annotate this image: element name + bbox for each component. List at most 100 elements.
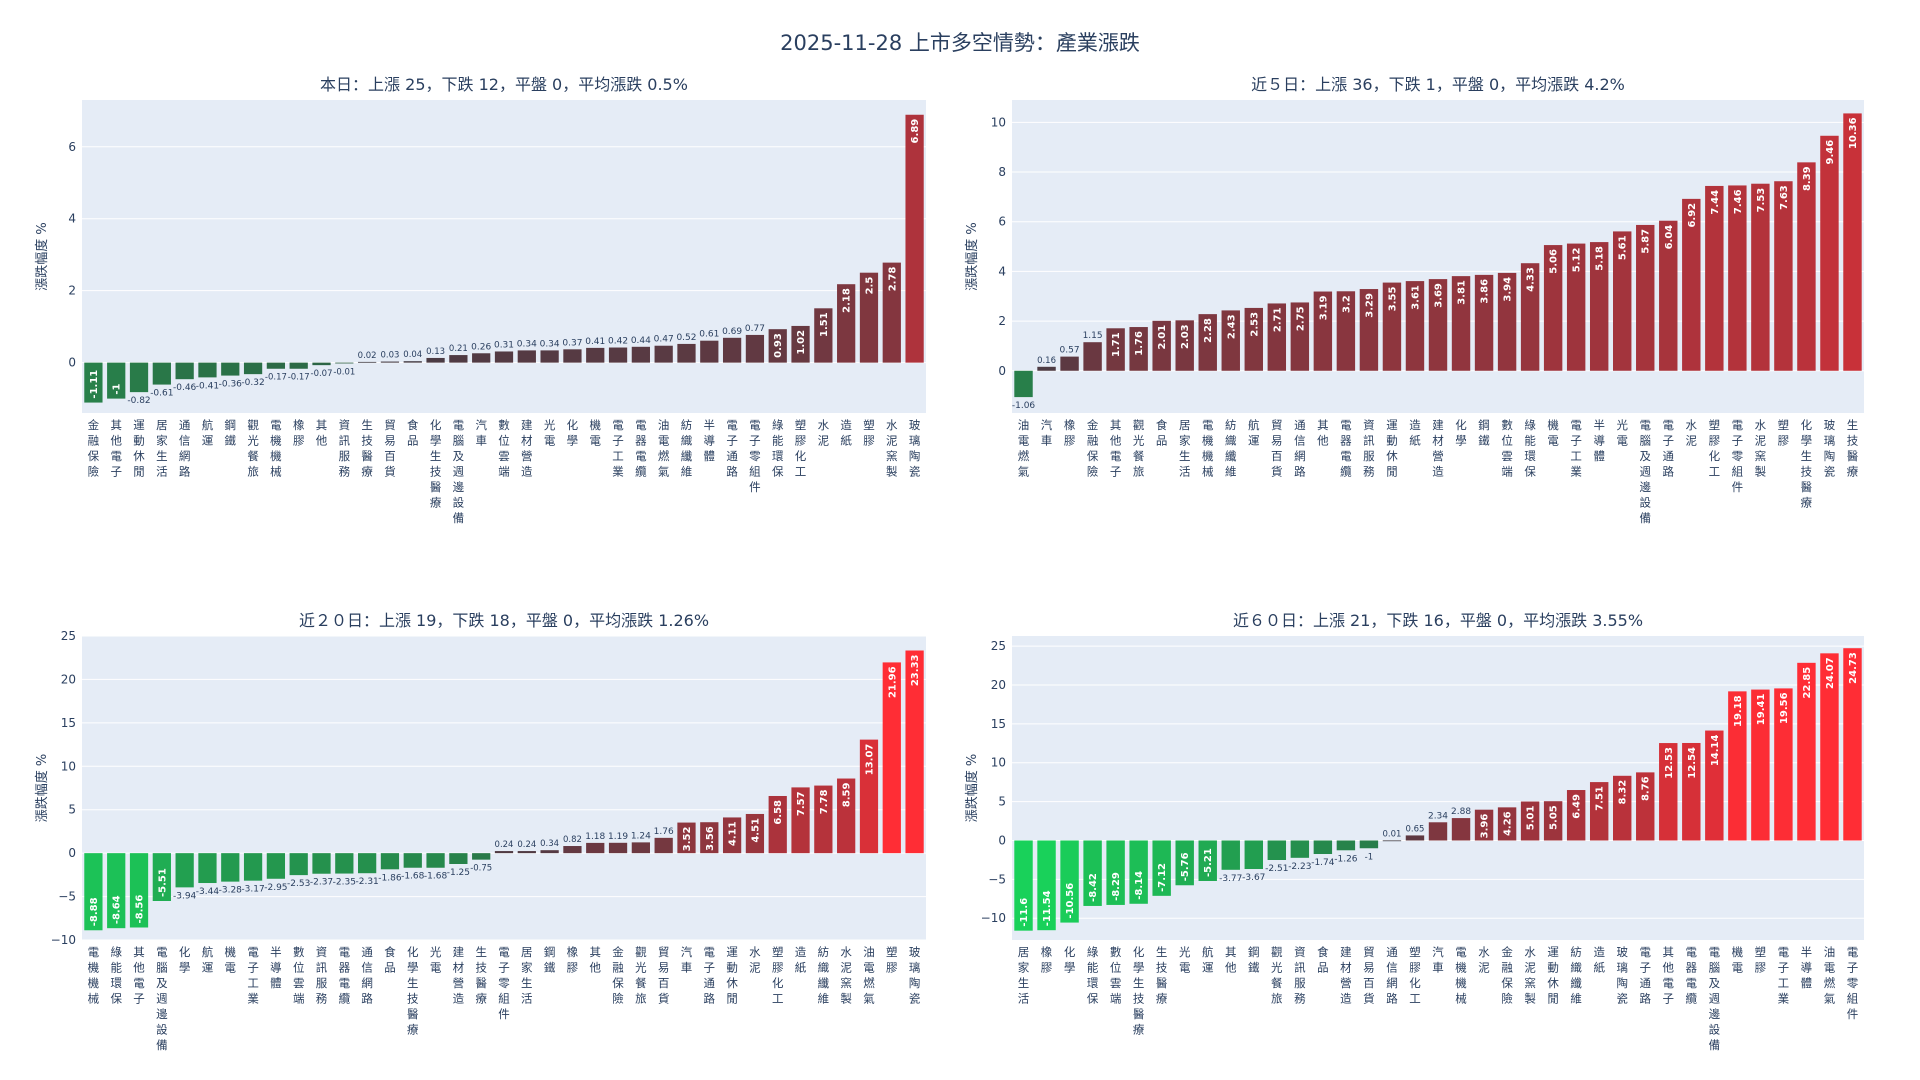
category-label: 綠能環保: [772, 418, 784, 479]
bar-value-label: 4.51: [750, 818, 761, 843]
bar: [1728, 185, 1747, 371]
bar: [1566, 243, 1586, 371]
y-tick-label: 5: [68, 803, 76, 817]
bar: [1405, 281, 1425, 371]
category-label: 玻璃陶瓷: [1616, 945, 1628, 1006]
y-tick-label: 0: [998, 833, 1006, 847]
category-label: 其他電子: [133, 945, 145, 1006]
bar: [1106, 328, 1125, 371]
bar-value-label: -3.77: [1219, 874, 1242, 884]
bar: [107, 853, 126, 929]
bar-value-label: 4.11: [728, 821, 739, 846]
bar: [221, 853, 240, 882]
category-label: 塑膠: [886, 945, 898, 975]
bar-value-label: 19.56: [1779, 692, 1790, 724]
bar: [403, 853, 422, 868]
category-label: 綠能環保: [110, 945, 122, 1006]
bar: [1589, 782, 1609, 841]
bar: [1267, 303, 1287, 371]
bar: [1060, 840, 1079, 923]
bar-value-label: -0.17: [265, 373, 287, 383]
bar-value-label: 3.52: [682, 827, 693, 852]
category-label: 機電: [225, 945, 237, 975]
bar: [563, 846, 582, 854]
bar: [1451, 276, 1471, 371]
bar-value-label: 2.78: [887, 267, 898, 292]
bar: [1014, 840, 1033, 931]
bar: [335, 853, 354, 874]
y-axis-label: 漲跌幅度 %: [964, 222, 980, 291]
bar-value-label: -2.35: [333, 878, 356, 888]
bar: [1682, 742, 1701, 841]
bar-value-label: 0.02: [358, 351, 377, 361]
bar-value-label: -0.36: [219, 380, 243, 390]
y-tick-label: 20: [61, 672, 76, 686]
bar: [905, 114, 924, 363]
chart-panel-1: 0 2 4 6 本日：上漲 25，下跌 12，平盤 0，平均漲跌 0.5% 漲跌幅度 % -…: [34, 75, 926, 525]
bar-value-label: 5.05: [1549, 805, 1560, 830]
y-tick-label: 5: [998, 795, 1006, 809]
bar: [380, 853, 400, 870]
bar-value-label: 1.15: [1083, 331, 1103, 341]
bar-value-label: -0.07: [311, 369, 333, 379]
category-label: 電子通路: [704, 945, 716, 1006]
category-label: 數位雲端: [1501, 418, 1513, 479]
bar: [1152, 840, 1171, 896]
category-label: 水泥窯製: [840, 945, 852, 1006]
category-label: 油電燃氣: [863, 945, 875, 1006]
category-label: 電器電纜: [635, 418, 647, 479]
category-label: 綠能環保: [1524, 418, 1536, 479]
bar: [1221, 310, 1240, 371]
bar: [1014, 370, 1033, 398]
bar-value-label: 1.02: [796, 330, 807, 355]
category-label: 橡膠: [567, 945, 579, 975]
bar: [608, 347, 628, 363]
bar: [1820, 653, 1839, 841]
bar: [654, 345, 673, 363]
category-label: 機電: [1732, 945, 1744, 975]
bar-value-label: 0.24: [517, 840, 536, 850]
y-tick-label: 15: [61, 716, 76, 730]
bar: [677, 343, 696, 363]
bar-value-label: 22.85: [1802, 667, 1813, 699]
bar: [1774, 181, 1793, 371]
category-label: 電子零組件: [1732, 418, 1744, 494]
bar: [1336, 840, 1356, 851]
category-label: 半導體: [704, 418, 716, 463]
bar: [814, 308, 833, 363]
bar: [403, 361, 422, 363]
category-label: 玻璃陶瓷: [909, 945, 921, 1006]
bar: [517, 350, 536, 363]
bar-value-label: 0.13: [426, 347, 445, 357]
category-label: 化學生技醫療: [1801, 418, 1813, 510]
bar-value-label: 3.19: [1318, 295, 1329, 320]
category-label: 電器電纜: [1340, 418, 1352, 479]
category-label: 航運: [202, 418, 214, 448]
bar-value-label: 2.43: [1226, 314, 1237, 339]
bar-value-label: 6.58: [773, 800, 784, 825]
bar-value-label: 2.71: [1272, 307, 1283, 332]
bar-value-label: 23.33: [910, 654, 921, 686]
category-label: 航運: [1248, 418, 1260, 448]
bar-value-label: 2.18: [842, 288, 853, 313]
bar: [1682, 198, 1701, 371]
category-label: 運動休閒: [1386, 418, 1398, 479]
bar-value-label: 1.51: [819, 312, 830, 337]
category-label: 電子通路: [726, 418, 738, 479]
bar: [905, 650, 924, 854]
category-label: 數位雲端: [293, 945, 305, 1006]
bar: [540, 350, 559, 363]
category-label: 水泥窯製: [886, 418, 898, 479]
bar: [586, 842, 605, 854]
category-label: 資訊服務: [316, 945, 328, 1006]
category-label: 貿易百貨: [1271, 418, 1283, 479]
category-label: 塑膠化工: [1709, 418, 1721, 479]
bar-value-label: -3.17: [241, 885, 264, 895]
bar-value-label: -0.32: [241, 378, 264, 388]
bar: [1613, 231, 1632, 371]
bar: [1313, 840, 1333, 855]
bar-value-label: 0.04: [403, 350, 422, 360]
bar-value-label: 4.26: [1503, 811, 1514, 836]
bar: [1659, 743, 1678, 841]
category-label: 其他: [316, 418, 328, 448]
